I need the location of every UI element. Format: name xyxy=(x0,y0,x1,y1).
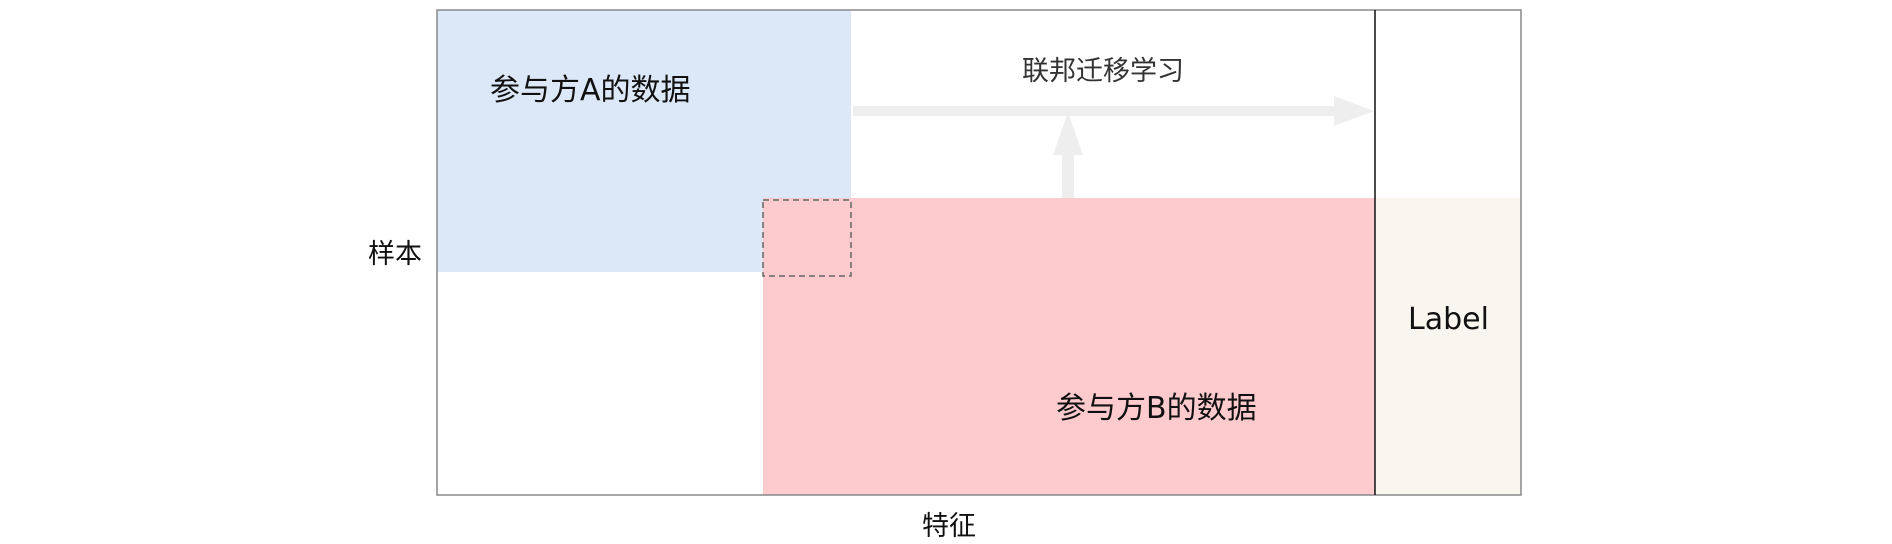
label-column-text: Label xyxy=(1408,302,1489,337)
outer-frame xyxy=(436,9,1522,496)
transfer-arrow-horizontal xyxy=(853,96,1374,126)
x-axis-label: 特征 xyxy=(922,511,976,542)
y-axis-label: 样本 xyxy=(368,239,422,270)
transfer-learning-label: 联邦迁移学习 xyxy=(1022,56,1184,87)
transfer-arrow-head xyxy=(1334,96,1374,126)
vertical-arrow-head xyxy=(1053,112,1083,155)
transfer-arrow-vertical xyxy=(1053,112,1083,198)
overlap-region xyxy=(762,199,852,277)
transfer-arrow-shaft xyxy=(853,106,1338,116)
party-b-region xyxy=(763,198,1375,495)
party-a-label: 参与方A的数据 xyxy=(490,73,691,108)
vertical-arrow-shaft xyxy=(1062,152,1074,198)
party-b-label: 参与方B的数据 xyxy=(1056,391,1257,426)
label-column xyxy=(1375,198,1521,495)
